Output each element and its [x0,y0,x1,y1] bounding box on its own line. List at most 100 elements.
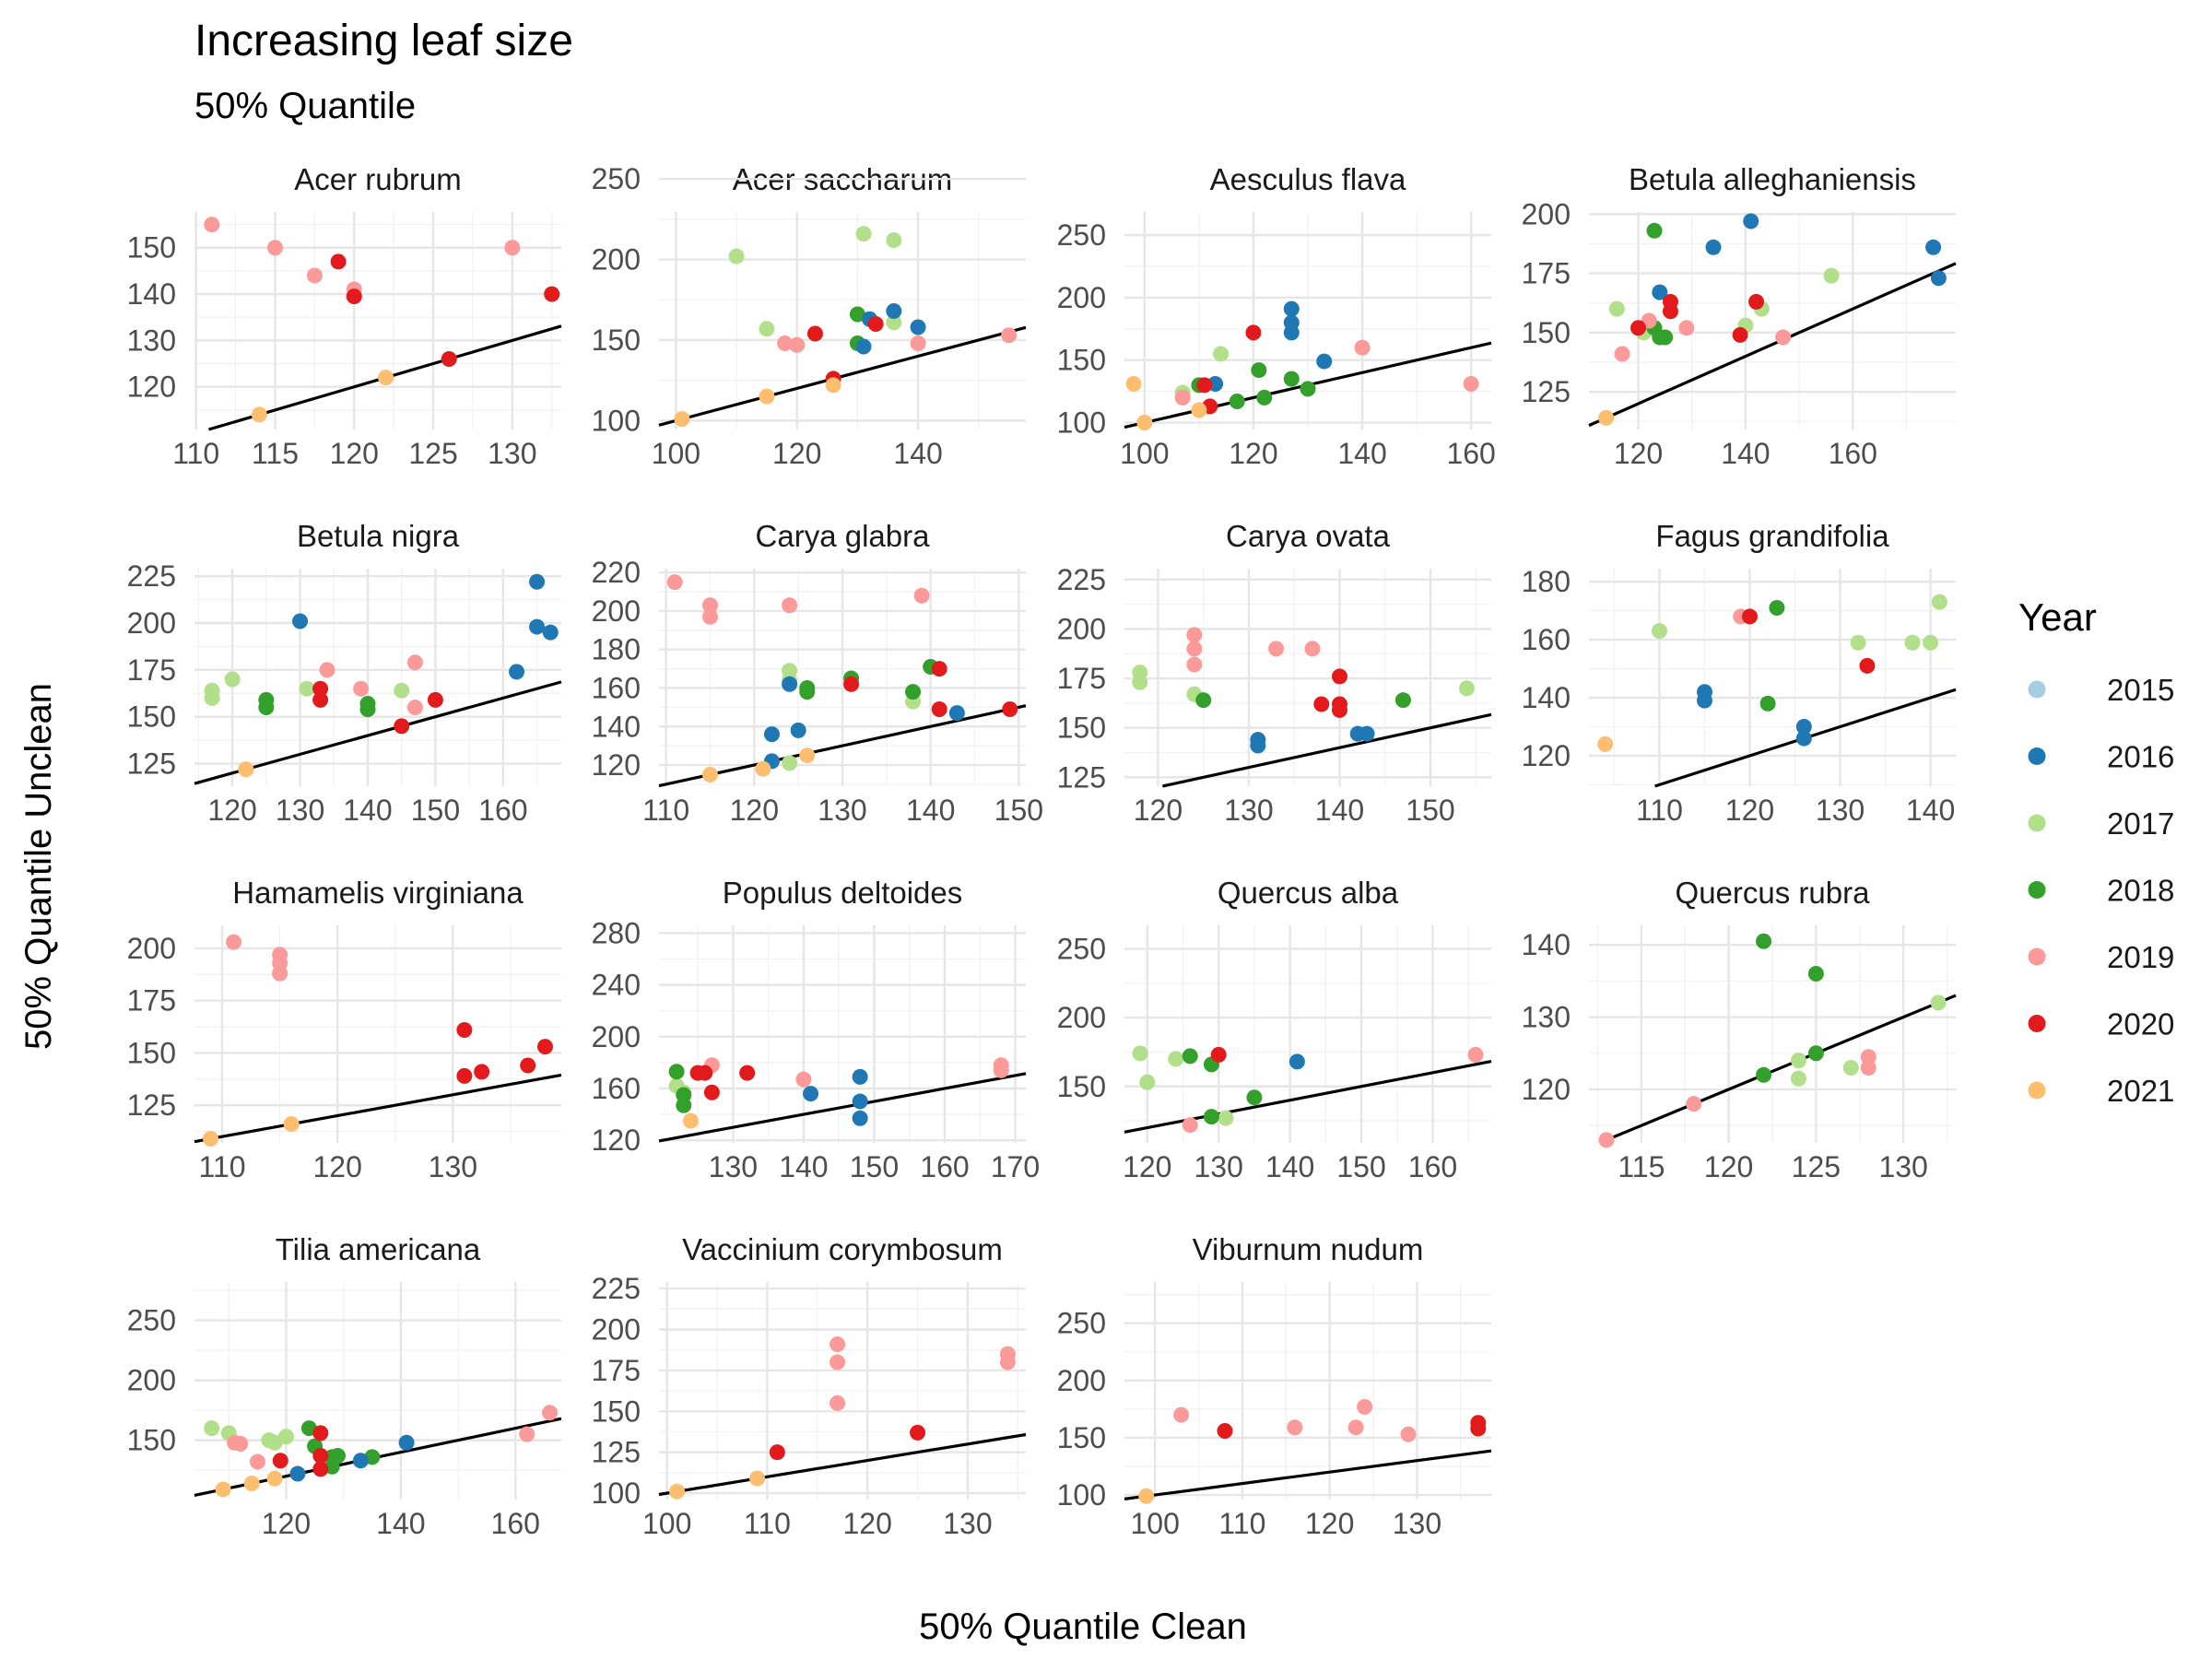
x-axis-label: 50% Quantile Clean [919,1606,1247,1647]
data-point-2019 [1467,1046,1484,1063]
x-tick-label: 160 [491,1507,540,1540]
y-tick-label: 160 [592,1072,641,1105]
data-point-2018 [1807,966,1824,982]
data-point-2020 [520,1057,536,1074]
data-point-2020 [1331,701,1347,718]
panel-quercus-rubra: Quercus rubra 115 120 125 130 120 130 140 [1522,876,1957,1183]
data-point-2017 [1132,1045,1148,1062]
reference-line [658,325,1027,427]
panel-carya-ovata: Carya ovata 120 130 140 150 125 150 175 200 225 [1057,519,1492,827]
data-point-2019 [910,335,926,351]
y-tick-label: 200 [1057,1001,1106,1034]
data-point-2021 [203,1130,219,1147]
panel-viburnum-nudum: Viburnum nudum 100 110 120 130 100 150 200 250 [1057,1232,1492,1540]
data-point-2020 [312,680,329,697]
data-point-2019 [504,240,521,256]
data-point-2020 [910,1424,926,1441]
data-point-2016 [1250,737,1266,754]
panel-title: Carya glabra [756,519,931,553]
panel-populus-deltoides: Populus deltoides 130 140 150 160 170 120 160 20… [592,876,1041,1183]
data-point-2020 [312,691,329,708]
x-tick-label: 160 [1446,437,1495,470]
panel-title: Aesculus flava [1210,162,1406,196]
x-tick-label: 120 [730,794,779,827]
data-point-2020 [1210,1046,1227,1063]
data-point-2018 [1756,933,1772,949]
legend-item-2017: 2017 [2028,806,2174,841]
data-point-2020 [1748,293,1765,310]
panel-title: Populus deltoides [723,876,963,910]
data-point-2020 [312,1461,329,1477]
x-tick-label: 140 [1315,794,1364,827]
data-point-2018 [1646,222,1663,239]
data-point-2016 [529,573,546,590]
x-tick-label: 140 [1906,794,1955,827]
data-point-2017 [1651,623,1667,640]
y-tick-label: 150 [127,231,176,265]
y-tick-label: 200 [1522,197,1571,230]
x-tick-label: 120 [1305,1507,1354,1540]
data-point-2019 [1186,641,1203,657]
x-tick-label: 160 [920,1150,969,1183]
data-point-2016 [852,1068,868,1085]
data-point-2016 [529,618,546,635]
y-tick-label: 120 [1522,739,1571,772]
reference-line [658,704,1027,788]
data-point-2020 [441,351,457,368]
y-tick-label: 150 [127,1036,176,1069]
y-tick-label: 225 [1057,563,1106,596]
x-tick-label: 140 [1265,1150,1314,1183]
data-point-2016 [855,338,872,355]
x-tick-label: 170 [991,1150,1040,1183]
y-tick-label: 150 [127,700,176,734]
data-point-2019 [1182,1117,1198,1134]
data-point-2016 [1288,1053,1305,1070]
x-tick-label: 140 [779,1150,828,1183]
y-tick-label: 250 [1057,1307,1106,1340]
data-point-2016 [1795,730,1812,747]
data-point-2019 [777,335,794,351]
data-point-2016 [1925,239,1942,255]
data-point-2021 [701,766,718,782]
y-tick-label: 150 [1057,712,1106,745]
x-tick-label: 130 [1878,1150,1927,1183]
x-tick-label: 120 [207,794,256,827]
data-point-2017 [1904,634,1921,651]
data-point-2019 [701,608,718,625]
data-point-2020 [312,1448,329,1465]
data-point-2018 [359,701,376,718]
x-tick-label: 110 [199,1150,246,1183]
x-tick-label: 150 [411,794,460,827]
y-tick-label: 120 [592,748,641,782]
y-tick-label: 125 [127,747,176,781]
data-point-2020 [1313,696,1330,712]
reference-line [194,680,562,785]
x-tick-label: 130 [276,794,324,827]
data-point-2021 [266,1470,283,1487]
data-point-2019 [249,1453,265,1470]
data-point-2016 [289,1465,306,1482]
y-tick-label: 100 [592,1477,641,1510]
data-point-2016 [1283,300,1300,317]
x-tick-label: 100 [652,437,700,470]
y-tick-label: 200 [592,594,641,628]
y-tick-label: 150 [1057,1070,1106,1103]
legend-item-2018: 2018 [2028,874,2174,908]
x-tick-label: 120 [312,1150,361,1183]
legend-title: Year [2018,595,2097,639]
legend-swatch [2028,747,2046,765]
x-tick-label: 160 [1408,1150,1457,1183]
data-point-2020 [330,253,347,270]
data-point-2019 [519,1426,535,1442]
data-point-2016 [292,613,309,629]
y-tick-label: 200 [1057,1364,1106,1397]
legend-label: 2016 [2107,740,2174,774]
y-tick-label: 125 [1057,760,1106,794]
data-point-2017 [1139,1074,1156,1090]
x-tick-label: 150 [1336,1150,1385,1183]
data-point-2017 [1842,1059,1859,1076]
legend-swatch [2028,947,2046,966]
data-point-2017 [1923,634,1939,651]
